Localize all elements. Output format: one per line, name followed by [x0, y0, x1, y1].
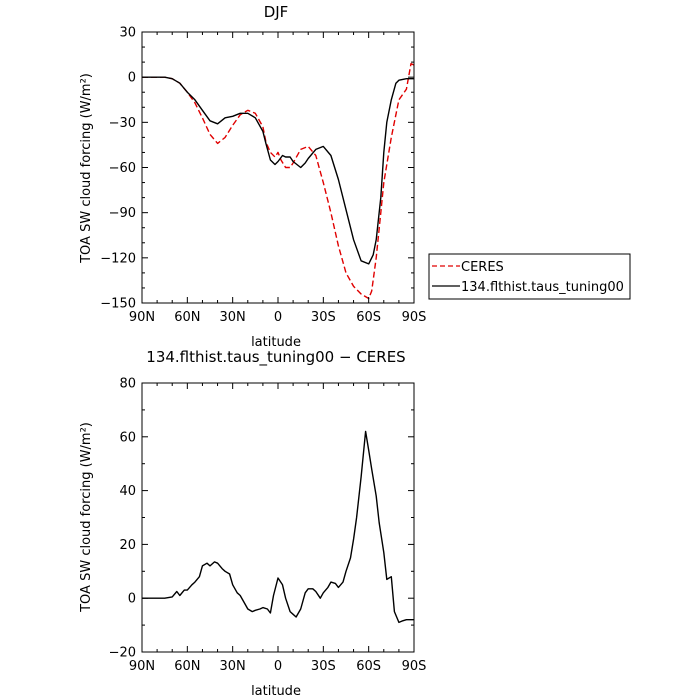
x-axis-label: latitude — [251, 684, 301, 699]
x-tick-label: 90N — [129, 659, 155, 674]
y-axis-label: TOA SW cloud forcing (W/m²) — [79, 73, 94, 264]
chart-title: DJF — [264, 3, 289, 21]
y-axis-label: TOA SW cloud forcing (W/m²) — [79, 422, 94, 613]
series-line-134-flthist-taus-tuning00 — [142, 76, 414, 265]
plot-area: 90N 60N 30N 0 30S 60S 90S 30 0 −30 −60 −90 −120 −150 — [100, 26, 426, 326]
y-tick-label: 0 — [128, 71, 136, 86]
series-line-difference — [142, 430, 414, 624]
y-tick-label: 40 — [119, 484, 136, 499]
x-tick-label: 60N — [174, 659, 200, 674]
y-tick-label: −30 — [109, 116, 136, 131]
plot-area: 90N 60N 30N 0 30S 60S 90S 80 60 40 20 0 −20 — [109, 377, 427, 675]
y-tick-label: 0 — [128, 592, 136, 607]
x-axis-label: latitude — [251, 335, 301, 350]
x-tick-label: 60S — [356, 310, 381, 325]
legend-box — [428, 253, 631, 300]
x-tick-label: 30S — [311, 659, 336, 674]
x-tick-label: 30N — [220, 659, 246, 674]
x-tick-label: 60N — [174, 310, 200, 325]
x-tick-label: 90S — [402, 310, 427, 325]
legend: CERES 134.flthist.taus_tuning00 — [428, 253, 631, 300]
y-tick-label: 60 — [119, 430, 136, 445]
x-tick-label: 30N — [220, 310, 246, 325]
chart-title: 134.flthist.taus_tuning00 − CERES — [146, 348, 405, 367]
y-tick-label: −120 — [100, 251, 136, 266]
x-tick-label: 90S — [402, 659, 427, 674]
x-tick-label: 90N — [129, 310, 155, 325]
chart-panel-top: DJF 90N 60N 30N 0 30S 60S 90S 30 0 −30 −60 −90 −120 −… — [79, 3, 631, 350]
y-tick-label: −60 — [109, 161, 136, 176]
legend-label-ceres: CERES — [461, 260, 504, 275]
x-tick-label: 60S — [356, 659, 381, 674]
x-tick-label: 30S — [311, 310, 336, 325]
chart-panel-bottom: 134.flthist.taus_tuning00 − CERES 90N 60N… — [79, 348, 426, 699]
y-tick-label: −20 — [109, 646, 136, 661]
y-tick-label: 80 — [119, 377, 136, 392]
x-tick-label: 0 — [274, 659, 282, 674]
legend-label-model: 134.flthist.taus_tuning00 — [461, 280, 624, 295]
plot-frame — [141, 382, 415, 653]
y-tick-label: −90 — [109, 206, 136, 221]
plot-frame — [141, 31, 415, 304]
y-tick-label: 20 — [119, 538, 136, 553]
y-tick-label: 30 — [119, 26, 136, 41]
y-tick-label: −150 — [100, 297, 136, 312]
series-line-ceres — [142, 62, 414, 300]
x-tick-label: 0 — [274, 310, 282, 325]
